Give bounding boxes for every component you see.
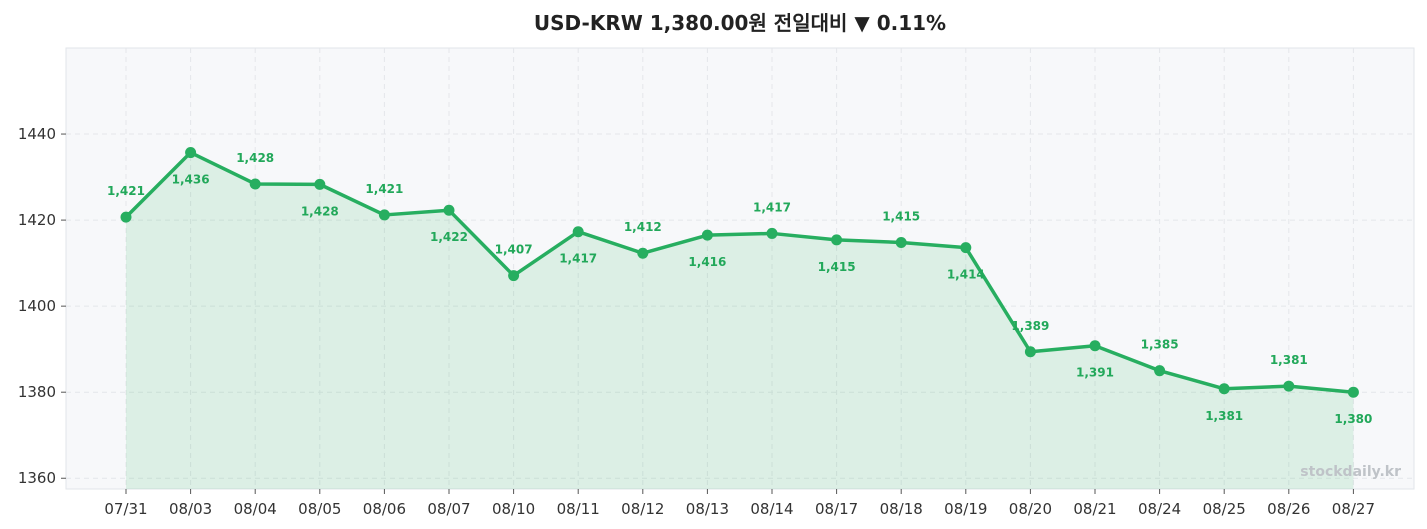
x-tick-label: 08/26 — [1267, 500, 1310, 518]
data-points — [120, 147, 1359, 398]
chart-title: USD-KRW 1,380.00원 전일대비 ▼ 0.11% — [534, 11, 946, 35]
data-label: 1,415 — [882, 209, 920, 223]
data-label: 1,407 — [495, 243, 533, 257]
data-point — [1218, 383, 1230, 395]
data-point — [378, 209, 390, 221]
x-tick-label: 08/21 — [1073, 500, 1116, 518]
x-tick-label: 08/18 — [880, 500, 923, 518]
x-tick-label: 08/17 — [815, 500, 858, 518]
x-axis-ticks: 07/31 08/03 08/04 08/05 08/06 08/07 08/10 08/11… — [104, 489, 1375, 518]
data-point — [831, 234, 843, 246]
data-point — [701, 229, 713, 241]
data-label: 1,417 — [753, 200, 791, 214]
data-label: 1,416 — [688, 255, 726, 269]
data-label: 1,421 — [107, 184, 145, 198]
data-label: 1,414 — [947, 268, 985, 282]
y-tick-label: 1420 — [18, 211, 56, 229]
data-label: 1,422 — [430, 230, 468, 244]
data-point — [1347, 386, 1359, 398]
data-point — [960, 242, 972, 254]
y-axis-ticks: 1360 1380 1400 1420 1440 — [18, 125, 66, 487]
data-point — [895, 236, 907, 248]
x-tick-label: 08/19 — [944, 500, 987, 518]
x-tick-label: 08/24 — [1138, 500, 1181, 518]
area-fill — [126, 152, 1354, 490]
x-tick-label: 08/05 — [298, 500, 341, 518]
data-point — [1154, 365, 1166, 377]
x-tick-label: 08/20 — [1009, 500, 1052, 518]
x-tick-label: 08/27 — [1332, 500, 1375, 518]
x-tick-label: 08/25 — [1203, 500, 1246, 518]
series-line — [124, 150, 1354, 394]
data-point — [185, 147, 197, 159]
y-tick-label: 1380 — [18, 383, 56, 401]
x-tick-label: 08/04 — [234, 500, 277, 518]
y-tick-label: 1400 — [18, 297, 56, 315]
data-label: 1,428 — [301, 204, 339, 218]
data-label: 1,428 — [236, 151, 274, 165]
data-label: 1,436 — [172, 173, 210, 187]
data-point — [249, 178, 261, 190]
x-tick-label: 08/03 — [169, 500, 212, 518]
watermark: stockdaily.kr — [1300, 464, 1401, 480]
x-tick-label: 08/12 — [621, 500, 664, 518]
x-tick-label: 08/11 — [557, 500, 600, 518]
x-tick-label: 08/07 — [427, 500, 470, 518]
y-tick-label: 1360 — [18, 469, 56, 487]
grid-lines — [66, 48, 1414, 489]
x-tick-label: 08/10 — [492, 500, 535, 518]
data-label: 1,380 — [1334, 412, 1372, 426]
data-point — [508, 270, 520, 282]
data-labels: 1,421 1,436 1,428 1,428 1,421 1,422 1,407 1,417… — [107, 151, 1372, 426]
data-label: 1,385 — [1141, 338, 1179, 352]
data-label: 1,391 — [1076, 366, 1114, 380]
data-point — [1024, 346, 1036, 358]
data-point — [572, 226, 584, 238]
data-label: 1,415 — [818, 260, 856, 274]
data-point — [120, 211, 132, 223]
data-label: 1,381 — [1270, 353, 1308, 367]
data-point — [314, 178, 326, 190]
data-label: 1,421 — [365, 182, 403, 196]
data-label: 1,417 — [559, 252, 597, 266]
x-tick-label: 08/13 — [686, 500, 729, 518]
plot-area — [65, 47, 1415, 490]
data-point — [637, 247, 649, 259]
data-point — [766, 227, 778, 239]
data-label: 1,412 — [624, 220, 662, 234]
data-point — [1283, 380, 1295, 392]
x-tick-label: 08/14 — [750, 500, 793, 518]
x-tick-label: 07/31 — [104, 500, 147, 518]
y-tick-label: 1440 — [18, 125, 56, 143]
data-label: 1,381 — [1205, 409, 1243, 423]
x-tick-label: 08/06 — [363, 500, 406, 518]
data-point — [443, 204, 455, 216]
data-point — [1089, 340, 1101, 352]
data-label: 1,389 — [1011, 319, 1049, 333]
